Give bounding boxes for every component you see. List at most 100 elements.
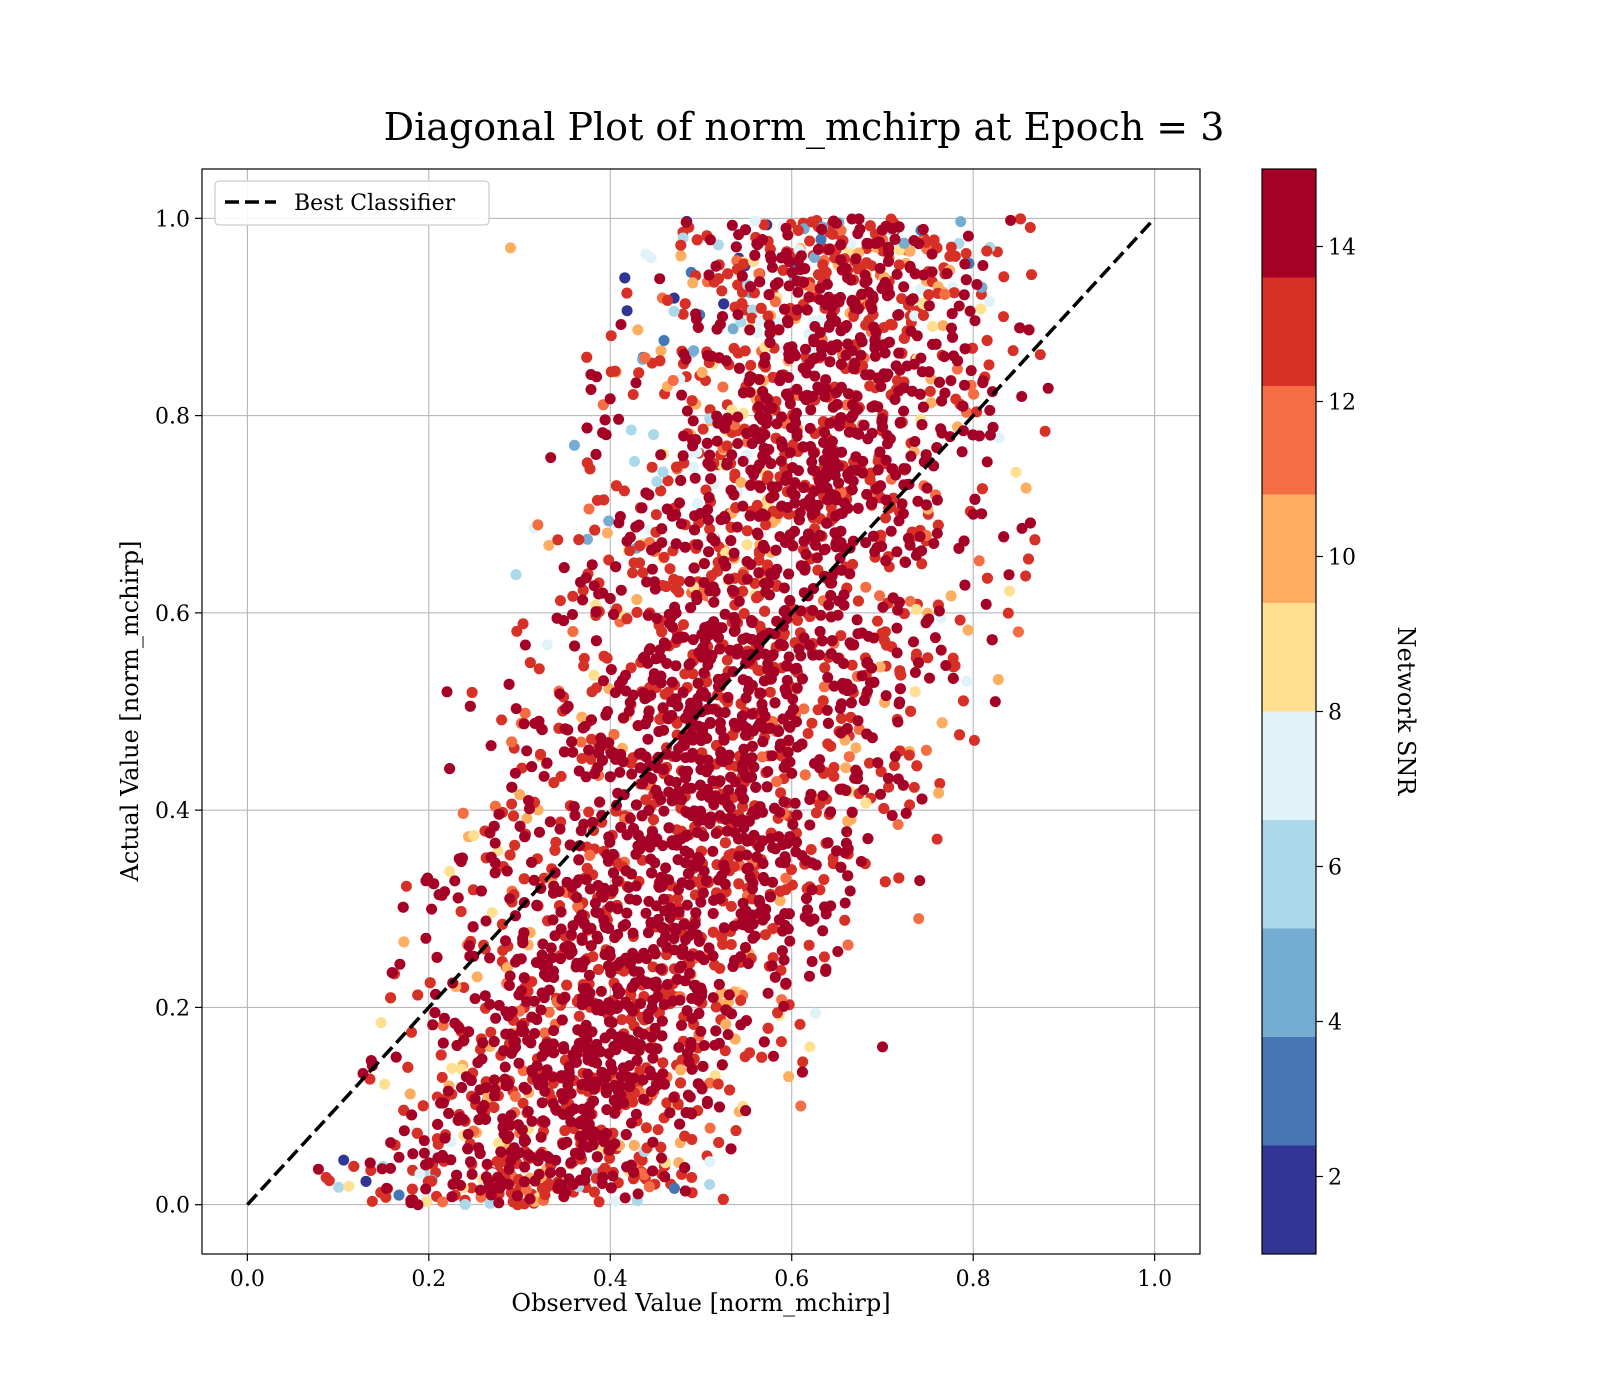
scatter-point (1005, 214, 1017, 226)
scatter-point (594, 796, 606, 808)
scatter-point (555, 770, 567, 782)
scatter-point (628, 1139, 640, 1151)
scatter-point (593, 1196, 605, 1208)
scatter-point (578, 1130, 590, 1142)
scatter-point (573, 1010, 585, 1022)
scatter-point (628, 557, 640, 569)
scatter-point (1034, 349, 1046, 361)
scatter-point (852, 715, 864, 727)
scatter-point (645, 853, 657, 865)
scatter-point (923, 300, 935, 312)
scatter-point (695, 896, 707, 908)
scatter-point (671, 973, 683, 985)
scatter-point (637, 567, 649, 579)
scatter-point (704, 1077, 716, 1089)
scatter-point (525, 1037, 537, 1049)
scatter-point (909, 310, 921, 322)
scatter-point (858, 784, 870, 796)
scatter-point (772, 277, 784, 289)
scatter-point (683, 847, 695, 859)
scatter-point (843, 388, 854, 400)
scatter-point (791, 809, 803, 821)
scatter-point (737, 387, 749, 399)
scatter-point (558, 1093, 569, 1105)
scatter-point (898, 463, 910, 475)
scatter-point (651, 476, 663, 488)
scatter-point (698, 558, 710, 570)
scatter-point (741, 539, 753, 551)
scatter-point (681, 782, 693, 794)
scatter-point (760, 903, 772, 915)
scatter-point (824, 465, 836, 477)
scatter-point (663, 822, 675, 834)
scatter-point (959, 379, 970, 391)
scatter-point (689, 524, 700, 536)
scatter-point (457, 807, 469, 819)
scatter-point (702, 350, 713, 362)
scatter-point (842, 939, 854, 951)
scatter-point (804, 794, 816, 805)
scatter-point (889, 393, 901, 405)
scatter-point (828, 770, 840, 782)
scatter-point (406, 1183, 418, 1195)
scatter-point (709, 535, 721, 547)
scatter-point (733, 595, 745, 607)
scatter-point (624, 812, 636, 824)
scatter-point (811, 552, 823, 564)
scatter-point (801, 893, 812, 904)
scatter-point (819, 391, 831, 402)
scatter-point (750, 781, 762, 793)
scatter-point (511, 1190, 523, 1202)
scatter-point (640, 1122, 652, 1134)
scatter-point (509, 839, 521, 851)
scatter-point (631, 594, 643, 605)
scatter-point (898, 405, 910, 417)
scatter-point (686, 395, 698, 407)
scatter-point (709, 1039, 721, 1051)
scatter-point (1024, 222, 1036, 233)
scatter-point (809, 1007, 821, 1019)
scatter-point (642, 733, 654, 745)
scatter-point (379, 1078, 391, 1090)
scatter-point (787, 703, 799, 715)
scatter-point (764, 686, 776, 698)
scatter-point (614, 766, 626, 778)
scatter-point (705, 460, 717, 472)
scatter-point (554, 595, 566, 607)
scatter-point (874, 590, 886, 602)
scatter-point (649, 948, 661, 960)
scatter-point (763, 289, 775, 301)
scatter-point (467, 921, 479, 933)
scatter-point (539, 968, 550, 980)
scatter-point (687, 415, 699, 427)
scatter-point (704, 234, 716, 246)
scatter-point (878, 280, 890, 292)
scatter-point (753, 401, 765, 413)
scatter-point (783, 1071, 795, 1083)
scatter-point (439, 1132, 451, 1144)
scatter-point (868, 676, 880, 688)
scatter-point (871, 542, 883, 554)
scatter-point (861, 257, 873, 269)
scatter-point (393, 1151, 405, 1163)
scatter-point (828, 215, 840, 227)
scatter-point (891, 622, 903, 634)
scatter-point (535, 1004, 547, 1016)
scatter-point (898, 281, 910, 293)
scatter-point (784, 935, 796, 947)
scatter-point (681, 405, 693, 417)
scatter-point (655, 345, 667, 357)
scatter-point (854, 332, 866, 344)
scatter-point (881, 290, 893, 302)
scatter-point (620, 952, 632, 964)
scatter-point (732, 438, 744, 449)
scatter-point (980, 598, 992, 610)
scatter-point (610, 1195, 621, 1207)
scatter-point (762, 1022, 774, 1034)
scatter-point (417, 1100, 429, 1112)
scatter-point (896, 498, 908, 510)
scatter-point (568, 801, 580, 813)
scatter-point (756, 1051, 768, 1063)
scatter-point (998, 531, 1010, 543)
scatter-point (965, 365, 977, 377)
